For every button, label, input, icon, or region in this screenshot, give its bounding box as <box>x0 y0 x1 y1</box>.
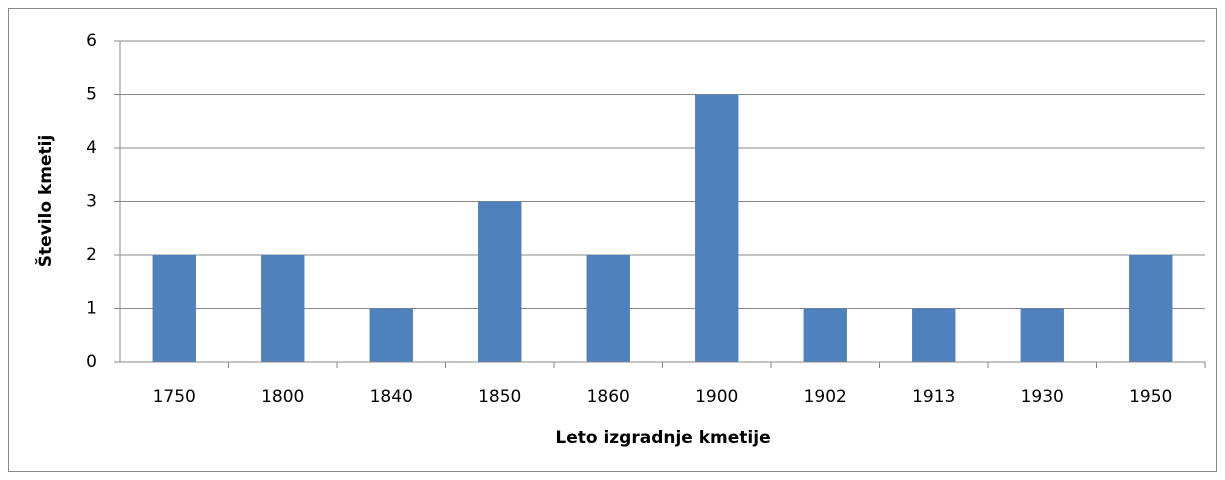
bar <box>261 255 305 362</box>
x-tick-label: 1950 <box>1129 387 1172 407</box>
x-tick-label: 1840 <box>370 387 413 407</box>
bar <box>695 94 739 362</box>
x-tick-label: 1800 <box>261 387 304 407</box>
chart-border <box>8 8 1217 472</box>
x-tick-label: 1850 <box>478 387 521 407</box>
bar <box>1129 255 1173 362</box>
x-tick-label: 1900 <box>695 387 738 407</box>
y-tick-label: 2 <box>86 245 97 265</box>
y-axis-title: Število kmetij <box>34 135 56 268</box>
bar <box>152 255 196 362</box>
y-tick-label: 4 <box>86 138 97 158</box>
bar <box>369 308 413 362</box>
y-tick-label: 3 <box>86 192 97 212</box>
y-tick-label: 6 <box>86 31 97 51</box>
bar <box>803 308 847 362</box>
x-axis-title: Leto izgradnje kmetije <box>555 428 770 448</box>
bar <box>586 255 630 362</box>
y-tick-label: 1 <box>86 299 97 319</box>
x-tick-label: 1930 <box>1021 387 1064 407</box>
bar <box>912 308 956 362</box>
x-tick-label: 1860 <box>587 387 630 407</box>
x-tick-label: 1750 <box>153 387 196 407</box>
x-tick-label: 1913 <box>912 387 955 407</box>
bar <box>1020 308 1064 362</box>
y-tick-label: 5 <box>86 85 97 105</box>
x-tick-label: 1902 <box>804 387 847 407</box>
y-tick-label: 0 <box>86 352 97 372</box>
bar <box>478 201 522 362</box>
